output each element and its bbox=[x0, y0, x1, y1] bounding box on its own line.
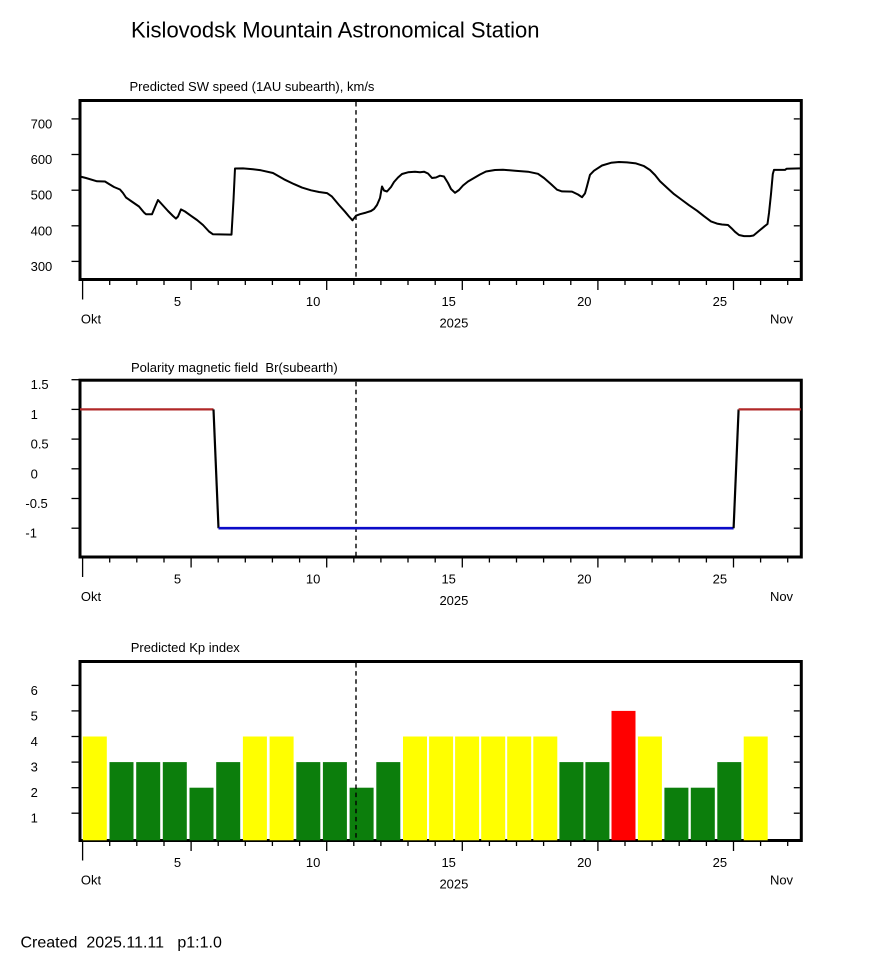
svg-text:20: 20 bbox=[577, 855, 591, 870]
svg-text:2025: 2025 bbox=[439, 593, 468, 608]
svg-text:700: 700 bbox=[31, 116, 53, 131]
svg-text:15: 15 bbox=[441, 294, 455, 309]
svg-text:15: 15 bbox=[441, 855, 455, 870]
svg-text:0.5: 0.5 bbox=[31, 437, 49, 452]
svg-text:1: 1 bbox=[31, 407, 38, 422]
svg-text:5: 5 bbox=[174, 294, 181, 309]
svg-text:3: 3 bbox=[31, 760, 38, 775]
svg-text:Nov: Nov bbox=[770, 873, 794, 888]
svg-text:2: 2 bbox=[31, 785, 38, 800]
svg-text:Okt: Okt bbox=[81, 873, 102, 888]
svg-text:20: 20 bbox=[577, 294, 591, 309]
svg-text:Predicted SW speed (1AU subear: Predicted SW speed (1AU subearth), km/s bbox=[130, 79, 375, 94]
svg-text:6: 6 bbox=[31, 683, 38, 698]
svg-text:600: 600 bbox=[31, 152, 53, 167]
svg-text:20: 20 bbox=[577, 572, 591, 587]
svg-text:Kislovodsk Mountain Astronomic: Kislovodsk Mountain Astronomical Station bbox=[131, 18, 539, 43]
svg-text:400: 400 bbox=[31, 223, 53, 238]
svg-text:1.5: 1.5 bbox=[31, 377, 49, 392]
svg-text:10: 10 bbox=[306, 572, 320, 587]
svg-text:25: 25 bbox=[713, 855, 727, 870]
svg-text:25: 25 bbox=[713, 572, 727, 587]
svg-text:Okt: Okt bbox=[81, 589, 102, 604]
svg-text:Okt: Okt bbox=[81, 312, 102, 327]
svg-text:5: 5 bbox=[174, 855, 181, 870]
svg-text:Nov: Nov bbox=[770, 312, 794, 327]
svg-text:Predicted Kp index: Predicted Kp index bbox=[131, 640, 241, 655]
svg-text:300: 300 bbox=[31, 259, 53, 274]
svg-text:0: 0 bbox=[31, 466, 38, 481]
svg-text:10: 10 bbox=[306, 855, 320, 870]
svg-text:500: 500 bbox=[31, 188, 53, 203]
svg-text:10: 10 bbox=[306, 294, 320, 309]
svg-text:2025: 2025 bbox=[439, 315, 468, 330]
svg-text:Nov: Nov bbox=[770, 589, 794, 604]
svg-text:-1: -1 bbox=[25, 526, 37, 541]
svg-text:2025: 2025 bbox=[439, 876, 468, 891]
svg-text:5: 5 bbox=[174, 572, 181, 587]
svg-text:5: 5 bbox=[31, 708, 38, 723]
svg-text:Created 2025.11.11 p1:1.0: Created 2025.11.11 p1:1.0 bbox=[21, 935, 222, 952]
svg-text:4: 4 bbox=[31, 734, 38, 749]
svg-text:25: 25 bbox=[713, 294, 727, 309]
svg-text:15: 15 bbox=[441, 572, 455, 587]
svg-text:-0.5: -0.5 bbox=[25, 496, 47, 511]
svg-text:Polarity magnetic field Br(su: Polarity magnetic field Br(subearth) bbox=[131, 360, 338, 375]
svg-text:1: 1 bbox=[31, 811, 38, 826]
